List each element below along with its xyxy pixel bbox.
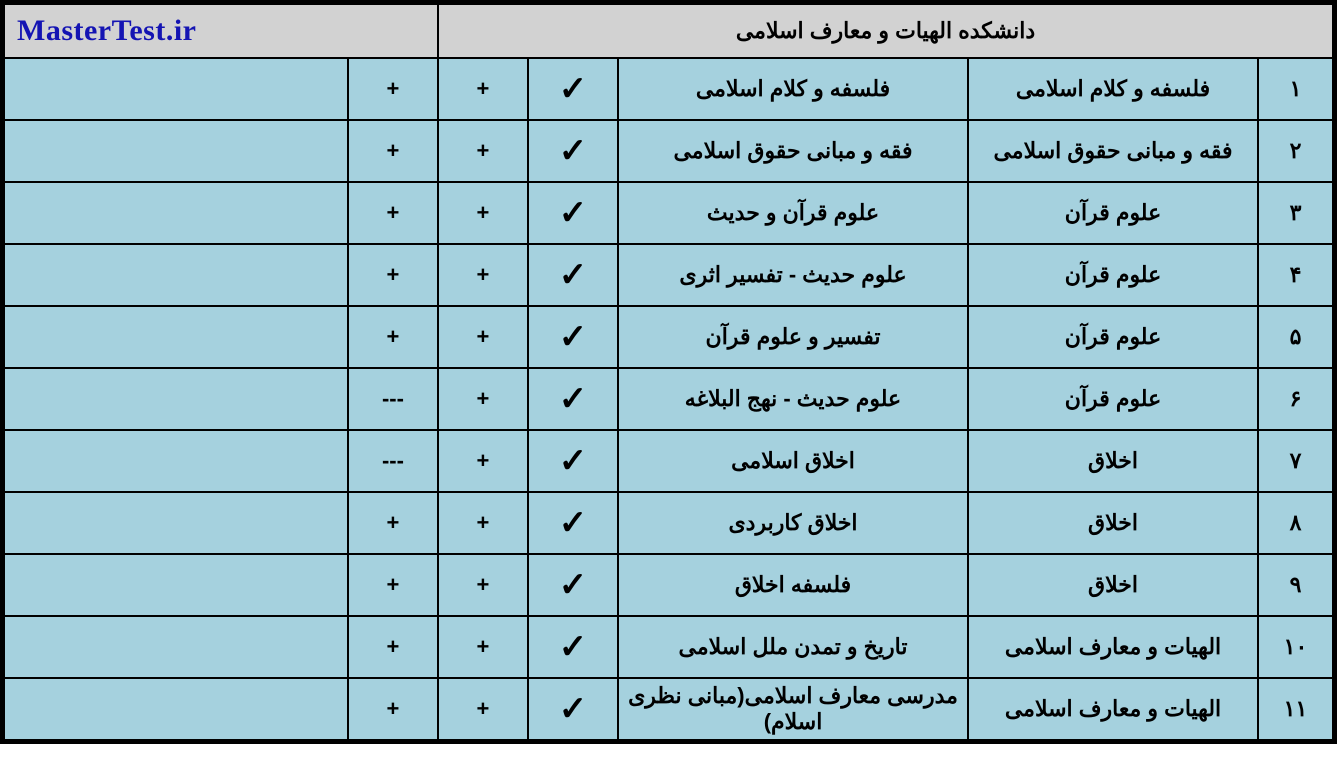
program-name-cell: فلسفه و کلام اسلامی [618, 58, 968, 120]
table-row: ۲فقه و مبانی حقوق اسلامیفقه و مبانی حقوق… [4, 120, 1333, 182]
category-cell: اخلاق [968, 430, 1258, 492]
check-cell: ✓ [528, 244, 618, 306]
empty-cell [4, 554, 348, 616]
status1-cell: + [438, 678, 528, 740]
program-name-cell: علوم حدیث - تفسیر اثری [618, 244, 968, 306]
program-name-cell: مدرسی معارف اسلامی(مبانی نظری اسلام) [618, 678, 968, 740]
row-number: ۶ [1258, 368, 1333, 430]
category-cell: علوم قرآن [968, 244, 1258, 306]
row-number: ۸ [1258, 492, 1333, 554]
table-row: ۱۱الهیات و معارف اسلامیمدرسی معارف اسلام… [4, 678, 1333, 740]
check-cell: ✓ [528, 120, 618, 182]
table-row: ۹اخلاقفلسفه اخلاق✓++ [4, 554, 1333, 616]
table-row: ۳علوم قرآنعلوم قرآن و حدیث✓++ [4, 182, 1333, 244]
brand-cell: MasterTest.ir [4, 4, 438, 58]
status2-cell: --- [348, 368, 438, 430]
row-number: ۷ [1258, 430, 1333, 492]
status2-cell: + [348, 120, 438, 182]
row-number: ۹ [1258, 554, 1333, 616]
row-number: ۲ [1258, 120, 1333, 182]
check-cell: ✓ [528, 554, 618, 616]
table-row: ۱۰الهیات و معارف اسلامیتاریخ و تمدن ملل … [4, 616, 1333, 678]
category-cell: فلسفه و کلام اسلامی [968, 58, 1258, 120]
status1-cell: + [438, 182, 528, 244]
category-cell: فقه و مبانی حقوق اسلامی [968, 120, 1258, 182]
check-cell: ✓ [528, 306, 618, 368]
program-name-cell: تاریخ و تمدن ملل اسلامی [618, 616, 968, 678]
empty-cell [4, 492, 348, 554]
status1-cell: + [438, 120, 528, 182]
table-row: ۷اخلاقاخلاق اسلامی✓+--- [4, 430, 1333, 492]
table-row: ۸اخلاقاخلاق کاربردی✓++ [4, 492, 1333, 554]
faculty-table: دانشکده الهیات و معارف اسلامی MasterTest… [3, 3, 1334, 741]
table-header-row: دانشکده الهیات و معارف اسلامی MasterTest… [4, 4, 1333, 58]
program-name-cell: فلسفه اخلاق [618, 554, 968, 616]
status1-cell: + [438, 616, 528, 678]
empty-cell [4, 306, 348, 368]
status1-cell: + [438, 58, 528, 120]
row-number: ۴ [1258, 244, 1333, 306]
brand-logo: MasterTest.ir [17, 14, 197, 47]
status2-cell: --- [348, 430, 438, 492]
check-cell: ✓ [528, 368, 618, 430]
status2-cell: + [348, 678, 438, 740]
status2-cell: + [348, 492, 438, 554]
program-name-cell: فقه و مبانی حقوق اسلامی [618, 120, 968, 182]
check-cell: ✓ [528, 430, 618, 492]
empty-cell [4, 430, 348, 492]
status2-cell: + [348, 244, 438, 306]
empty-cell [4, 244, 348, 306]
empty-cell [4, 678, 348, 740]
category-cell: علوم قرآن [968, 182, 1258, 244]
category-cell: الهیات و معارف اسلامی [968, 678, 1258, 740]
status1-cell: + [438, 244, 528, 306]
check-cell: ✓ [528, 616, 618, 678]
table-row: ۵علوم قرآنتفسیر و علوم قرآن✓++ [4, 306, 1333, 368]
status2-cell: + [348, 554, 438, 616]
status1-cell: + [438, 306, 528, 368]
category-cell: علوم قرآن [968, 368, 1258, 430]
row-number: ۱ [1258, 58, 1333, 120]
status1-cell: + [438, 368, 528, 430]
category-cell: اخلاق [968, 554, 1258, 616]
status2-cell: + [348, 182, 438, 244]
check-cell: ✓ [528, 678, 618, 740]
row-number: ۳ [1258, 182, 1333, 244]
category-cell: علوم قرآن [968, 306, 1258, 368]
program-name-cell: اخلاق اسلامی [618, 430, 968, 492]
empty-cell [4, 120, 348, 182]
row-number: ۵ [1258, 306, 1333, 368]
row-number: ۱۰ [1258, 616, 1333, 678]
category-cell: اخلاق [968, 492, 1258, 554]
empty-cell [4, 616, 348, 678]
table-row: ۱فلسفه و کلام اسلامیفلسفه و کلام اسلامی✓… [4, 58, 1333, 120]
empty-cell [4, 58, 348, 120]
status2-cell: + [348, 58, 438, 120]
status1-cell: + [438, 430, 528, 492]
check-cell: ✓ [528, 58, 618, 120]
program-name-cell: اخلاق کاربردی [618, 492, 968, 554]
program-name-cell: تفسیر و علوم قرآن [618, 306, 968, 368]
check-cell: ✓ [528, 182, 618, 244]
faculty-title: دانشکده الهیات و معارف اسلامی [438, 4, 1333, 58]
empty-cell [4, 368, 348, 430]
table-row: ۶علوم قرآنعلوم حدیث - نهج البلاغه✓+--- [4, 368, 1333, 430]
category-cell: الهیات و معارف اسلامی [968, 616, 1258, 678]
empty-cell [4, 182, 348, 244]
row-number: ۱۱ [1258, 678, 1333, 740]
status1-cell: + [438, 554, 528, 616]
status2-cell: + [348, 306, 438, 368]
table-row: ۴علوم قرآنعلوم حدیث - تفسیر اثری✓++ [4, 244, 1333, 306]
table-body: ۱فلسفه و کلام اسلامیفلسفه و کلام اسلامی✓… [4, 58, 1333, 740]
check-cell: ✓ [528, 492, 618, 554]
status1-cell: + [438, 492, 528, 554]
status2-cell: + [348, 616, 438, 678]
program-name-cell: علوم قرآن و حدیث [618, 182, 968, 244]
faculty-table-container: دانشکده الهیات و معارف اسلامی MasterTest… [0, 0, 1337, 744]
program-name-cell: علوم حدیث - نهج البلاغه [618, 368, 968, 430]
